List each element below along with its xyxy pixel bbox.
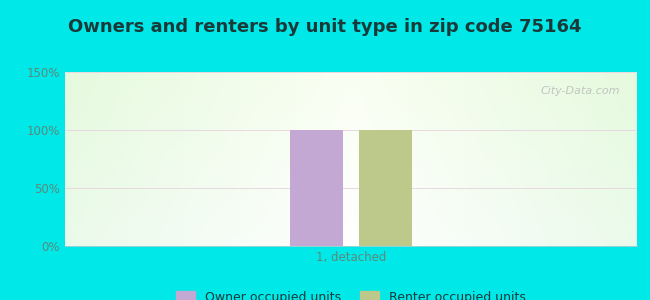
Bar: [359, 130, 412, 246]
Legend: Owner occupied units, Renter occupied units: Owner occupied units, Renter occupied un…: [176, 290, 526, 300]
Bar: [290, 130, 343, 246]
Text: City-Data.com: City-Data.com: [540, 86, 620, 96]
Text: Owners and renters by unit type in zip code 75164: Owners and renters by unit type in zip c…: [68, 18, 582, 36]
